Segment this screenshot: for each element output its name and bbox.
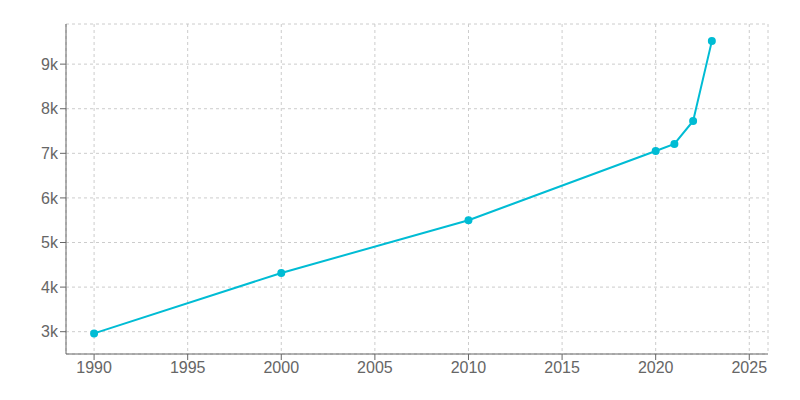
svg-text:2000: 2000	[263, 359, 299, 376]
svg-text:4k: 4k	[41, 279, 59, 296]
svg-text:2005: 2005	[357, 359, 393, 376]
svg-text:6k: 6k	[41, 190, 59, 207]
svg-text:2010: 2010	[451, 359, 487, 376]
svg-text:3k: 3k	[41, 323, 59, 340]
svg-text:7k: 7k	[41, 145, 59, 162]
svg-text:1990: 1990	[76, 359, 112, 376]
svg-text:5k: 5k	[41, 234, 59, 251]
svg-text:1995: 1995	[170, 359, 206, 376]
svg-text:9k: 9k	[41, 56, 59, 73]
svg-text:2025: 2025	[731, 359, 767, 376]
svg-text:2020: 2020	[638, 359, 674, 376]
svg-text:8k: 8k	[41, 100, 59, 117]
svg-text:2015: 2015	[544, 359, 580, 376]
